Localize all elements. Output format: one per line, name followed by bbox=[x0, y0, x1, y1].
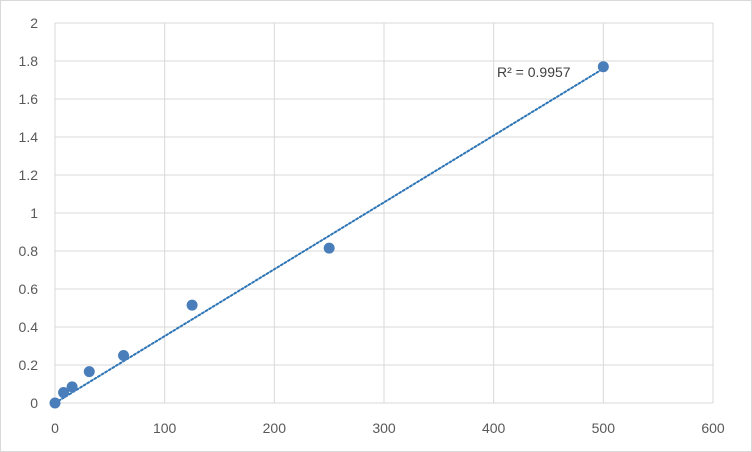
y-tick-label: 0 bbox=[30, 395, 38, 411]
y-tick-label: 2 bbox=[30, 15, 38, 31]
data-point bbox=[58, 387, 70, 399]
y-tick-label: 0.8 bbox=[19, 243, 39, 259]
data-point bbox=[118, 350, 130, 361]
r-squared-label: R² = 0.9957 bbox=[497, 64, 571, 80]
y-tick-label: 1.2 bbox=[19, 167, 39, 183]
y-tick-label: 1.6 bbox=[19, 91, 39, 107]
data-point bbox=[83, 366, 95, 378]
y-tick-label: 0.6 bbox=[19, 281, 39, 297]
x-tick-label: 300 bbox=[372, 420, 396, 436]
data-point bbox=[597, 61, 609, 73]
trendline bbox=[54, 67, 605, 404]
x-tick-label: 100 bbox=[153, 420, 177, 436]
x-tick-label: 200 bbox=[263, 420, 287, 436]
data-point bbox=[323, 242, 335, 254]
y-tick-label: 0.2 bbox=[19, 357, 39, 373]
y-tick-label: 1 bbox=[30, 205, 38, 221]
x-tick-label: 500 bbox=[592, 420, 616, 436]
x-tick-label: 0 bbox=[51, 420, 59, 436]
y-tick-label: 1.4 bbox=[19, 129, 39, 145]
data-point bbox=[186, 299, 198, 311]
data-point bbox=[49, 397, 61, 409]
x-tick-label: 600 bbox=[701, 420, 725, 436]
y-tick-label: 0.4 bbox=[19, 319, 39, 335]
data-point bbox=[66, 381, 78, 393]
x-tick-label: 400 bbox=[482, 420, 506, 436]
y-tick-label: 1.8 bbox=[19, 53, 39, 69]
